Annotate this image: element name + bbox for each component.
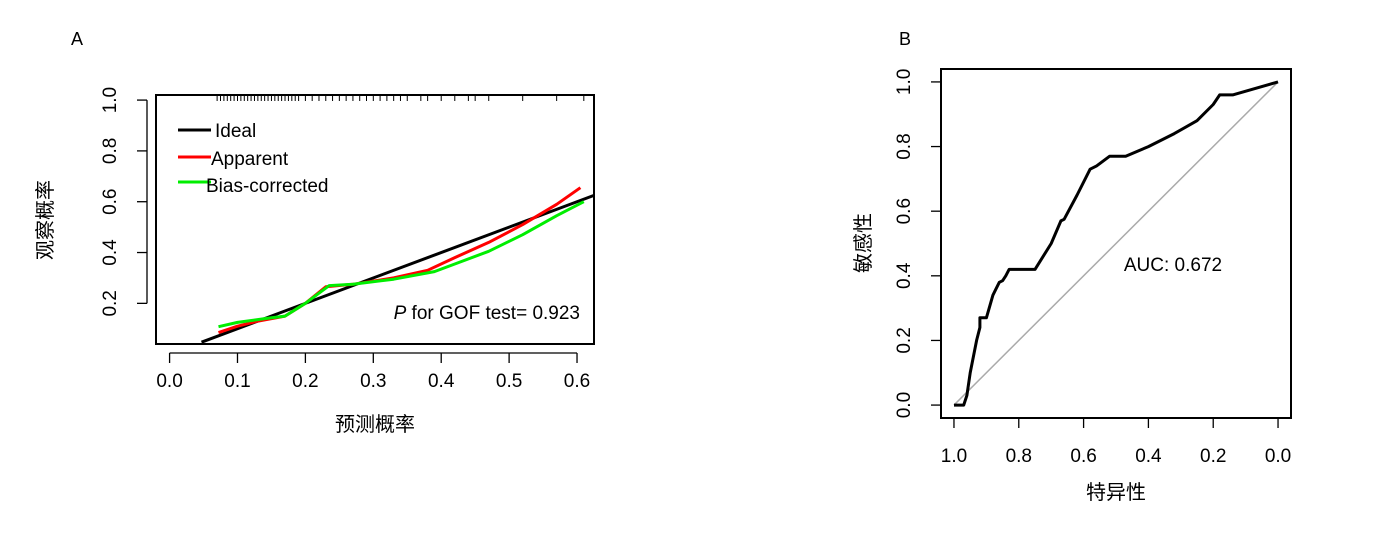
x-axis-title-b: 特异性	[1086, 480, 1146, 504]
x-tick-label: 0.6	[1070, 446, 1096, 467]
gof-text: for GOF test= 0.923	[406, 303, 580, 324]
roc-curve	[954, 80, 1279, 407]
gof-annotation: P for GOF test= 0.923	[394, 303, 580, 324]
calibration-panel: A 0.0 0.1 0.2 0.3 0.4 0.5 0.6 0.20.40.60.81.0 …	[33, 29, 595, 436]
legend: Ideal Apparent Bias-corrected	[178, 121, 329, 197]
y-tick-label: 0.6	[894, 198, 915, 224]
auc-annotation: AUC: 0.672	[1124, 255, 1222, 276]
y-tick-label: 0.2	[894, 327, 915, 353]
y-tick-label: 0.0	[894, 392, 915, 418]
calibration-series	[200, 186, 595, 344]
y-axis-title-a: 观察概率	[33, 180, 57, 260]
reference-diagonal	[953, 81, 1279, 406]
panel-label-a: A	[71, 29, 83, 49]
series-line-bias-corrected	[218, 200, 585, 329]
x-tick-label: 0.2	[292, 371, 318, 392]
legend-label-ideal: Ideal	[215, 121, 256, 142]
panel-label-b: B	[899, 29, 911, 49]
y-tick-label: 0.2	[100, 290, 121, 316]
calibration-plot-box	[155, 94, 595, 345]
x-axis: 1.0 0.8 0.6 0.4 0.2 0.0	[941, 417, 1291, 467]
x-tick-label: 0.1	[224, 371, 250, 392]
y-tick-label: 0.8	[100, 138, 121, 164]
x-tick-label: 0.3	[360, 371, 386, 392]
x-tick-label: 0.0	[1265, 446, 1291, 467]
x-tick-label: 0.6	[564, 371, 590, 392]
y-tick-label: 0.4	[100, 239, 121, 266]
x-tick-label: 0.4	[1135, 446, 1162, 467]
gof-p-italic: P	[394, 303, 407, 324]
x-tick-label: 0.0	[156, 371, 182, 392]
x-tick-label: 1.0	[941, 446, 967, 467]
x-axis: 0.0 0.1 0.2 0.3 0.4 0.5 0.6	[156, 352, 590, 392]
y-tick-label: 0.4	[894, 262, 915, 289]
y-axis: 0.0 0.2 0.4 0.6 0.8 1.0	[894, 69, 942, 418]
rug-ticks	[216, 95, 585, 101]
y-tick-label: 0.8	[894, 133, 915, 159]
legend-label-bias-corrected: Bias-corrected	[206, 176, 329, 197]
y-tick-label: 1.0	[894, 69, 915, 95]
x-tick-label: 0.5	[496, 371, 522, 392]
roc-panel: B 1.0 0.8 0.6 0.4 0.2 0.0 0.00.20.40.60.81.0 …	[851, 29, 1292, 504]
x-tick-label: 0.4	[428, 371, 455, 392]
roc-series	[953, 80, 1279, 407]
x-tick-label: 0.2	[1200, 446, 1226, 467]
legend-label-apparent: Apparent	[211, 149, 289, 170]
y-axis-title-b: 敏感性	[851, 213, 875, 273]
y-axis: 0.2 0.4 0.6 0.8 1.0	[100, 87, 148, 317]
y-tick-label: 1.0	[100, 87, 121, 113]
x-tick-label: 0.8	[1006, 446, 1032, 467]
y-tick-label: 0.6	[100, 189, 121, 215]
x-axis-title-a: 预测概率	[335, 412, 415, 436]
